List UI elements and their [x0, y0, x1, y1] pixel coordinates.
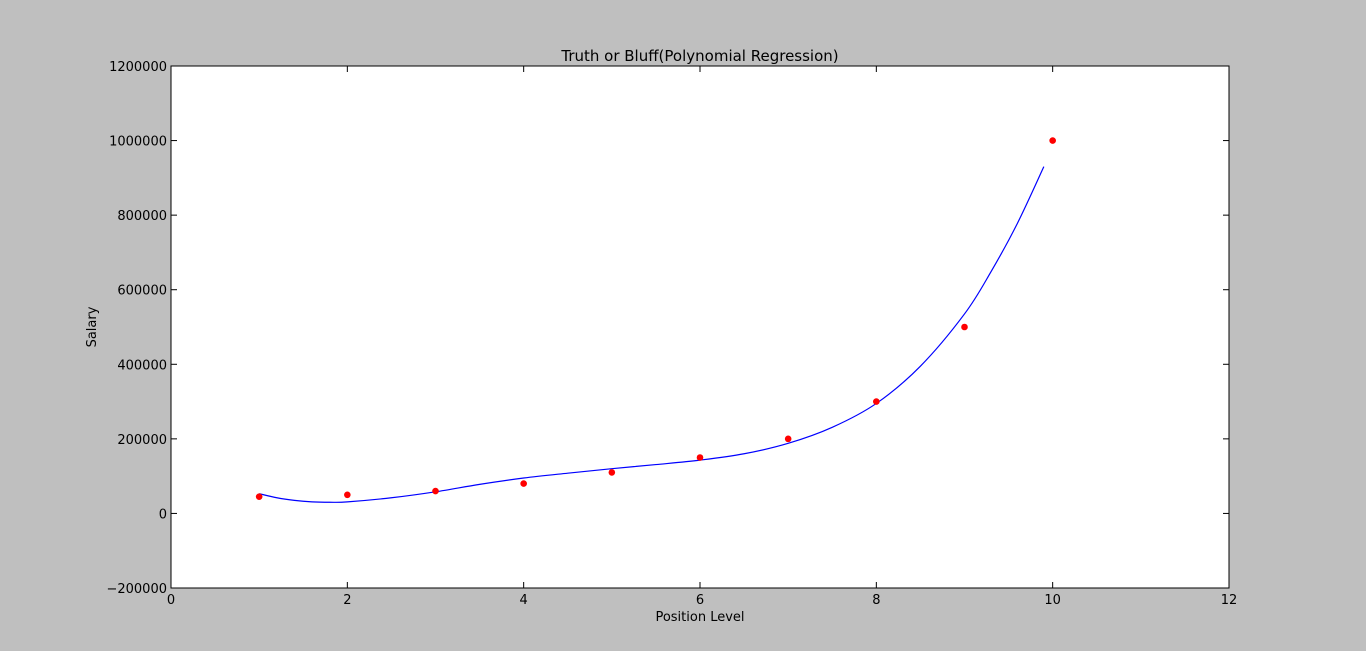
data-point — [1049, 137, 1056, 144]
x-tick-label: 6 — [696, 593, 704, 608]
data-point — [784, 435, 792, 443]
x-tick-label: 4 — [520, 593, 528, 608]
x-tick-label: 0 — [167, 593, 175, 608]
regression-line — [259, 166, 1045, 503]
chart-title: Truth or Bluff(Polynomial Regression) — [560, 47, 838, 65]
data-point — [608, 469, 616, 476]
data-point — [961, 323, 968, 331]
y-tick-label: −200000 — [106, 582, 167, 597]
data-point — [696, 454, 704, 461]
data-point — [255, 493, 263, 500]
y-tick-label: 1200000 — [109, 60, 167, 75]
regression-curve-layer — [259, 166, 1045, 503]
y-tick-label: 200000 — [117, 433, 167, 448]
y-tick-label: 1000000 — [109, 135, 167, 150]
x-tick-label: 2 — [343, 593, 351, 608]
y-tick-label: 400000 — [117, 358, 167, 373]
x-axis-label: Position Level — [655, 610, 744, 625]
data-point — [344, 491, 351, 499]
x-axis-ticks: 0 2 4 6 8 10 12 — [167, 66, 1237, 608]
y-tick-label: 800000 — [117, 209, 167, 224]
data-points-layer — [255, 137, 1056, 500]
plot-area — [170, 65, 1230, 589]
data-point — [520, 480, 527, 487]
y-tick-label: 0 — [159, 507, 167, 522]
data-point — [432, 487, 439, 495]
x-tick-label: 12 — [1221, 593, 1238, 608]
y-axis-label: Salary — [85, 306, 100, 347]
y-tick-label: 600000 — [117, 284, 167, 299]
y-axis-ticks: −200000 0 200000 400000 600000 800000 1000000 1… — [106, 60, 1229, 597]
data-point — [873, 398, 880, 405]
x-tick-label: 8 — [872, 593, 880, 608]
x-tick-label: 10 — [1044, 593, 1061, 608]
